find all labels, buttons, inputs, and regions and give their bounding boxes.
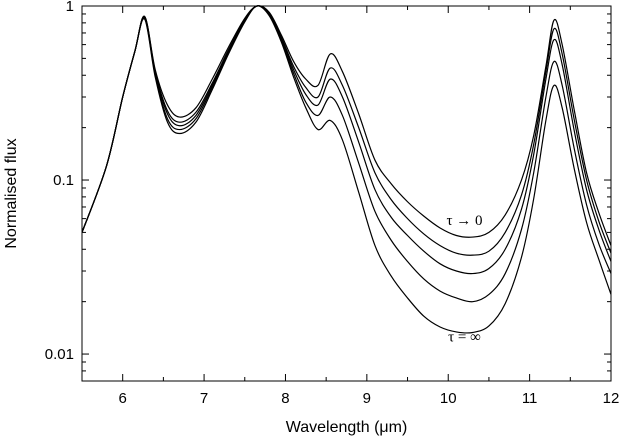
y-axis-title: Normalised flux (3, 138, 20, 248)
x-tick-label: 8 (281, 390, 289, 407)
series-line-3 (81, 5, 612, 303)
series-lines (81, 5, 612, 334)
annotation-tau-infinity: τ = ∞ (448, 330, 481, 346)
annotation-tau-zero: τ → 0 (446, 213, 482, 229)
x-tick-label: 11 (522, 390, 538, 407)
y-tick-label: 0.1 (53, 172, 74, 189)
x-tick-label: 6 (119, 390, 127, 407)
series-line-4 (81, 5, 612, 334)
x-tick-label: 12 (603, 390, 620, 407)
series-line-2 (81, 5, 612, 275)
x-tick-label: 7 (200, 390, 208, 407)
tick-marks (81, 5, 612, 382)
y-tick-label: 0.01 (45, 346, 74, 363)
tick-labels: 6 7 8 9 10 11 12 0.01 0.1 1 (45, 0, 620, 407)
x-axis-title: Wavelength (μm) (286, 419, 408, 436)
plot-frame (81, 5, 612, 382)
y-tick-label: 1 (66, 0, 74, 15)
series-line-1 (81, 5, 612, 256)
x-tick-label: 9 (363, 390, 371, 407)
x-tick-label: 10 (440, 390, 457, 407)
series-line-0 (81, 5, 612, 246)
